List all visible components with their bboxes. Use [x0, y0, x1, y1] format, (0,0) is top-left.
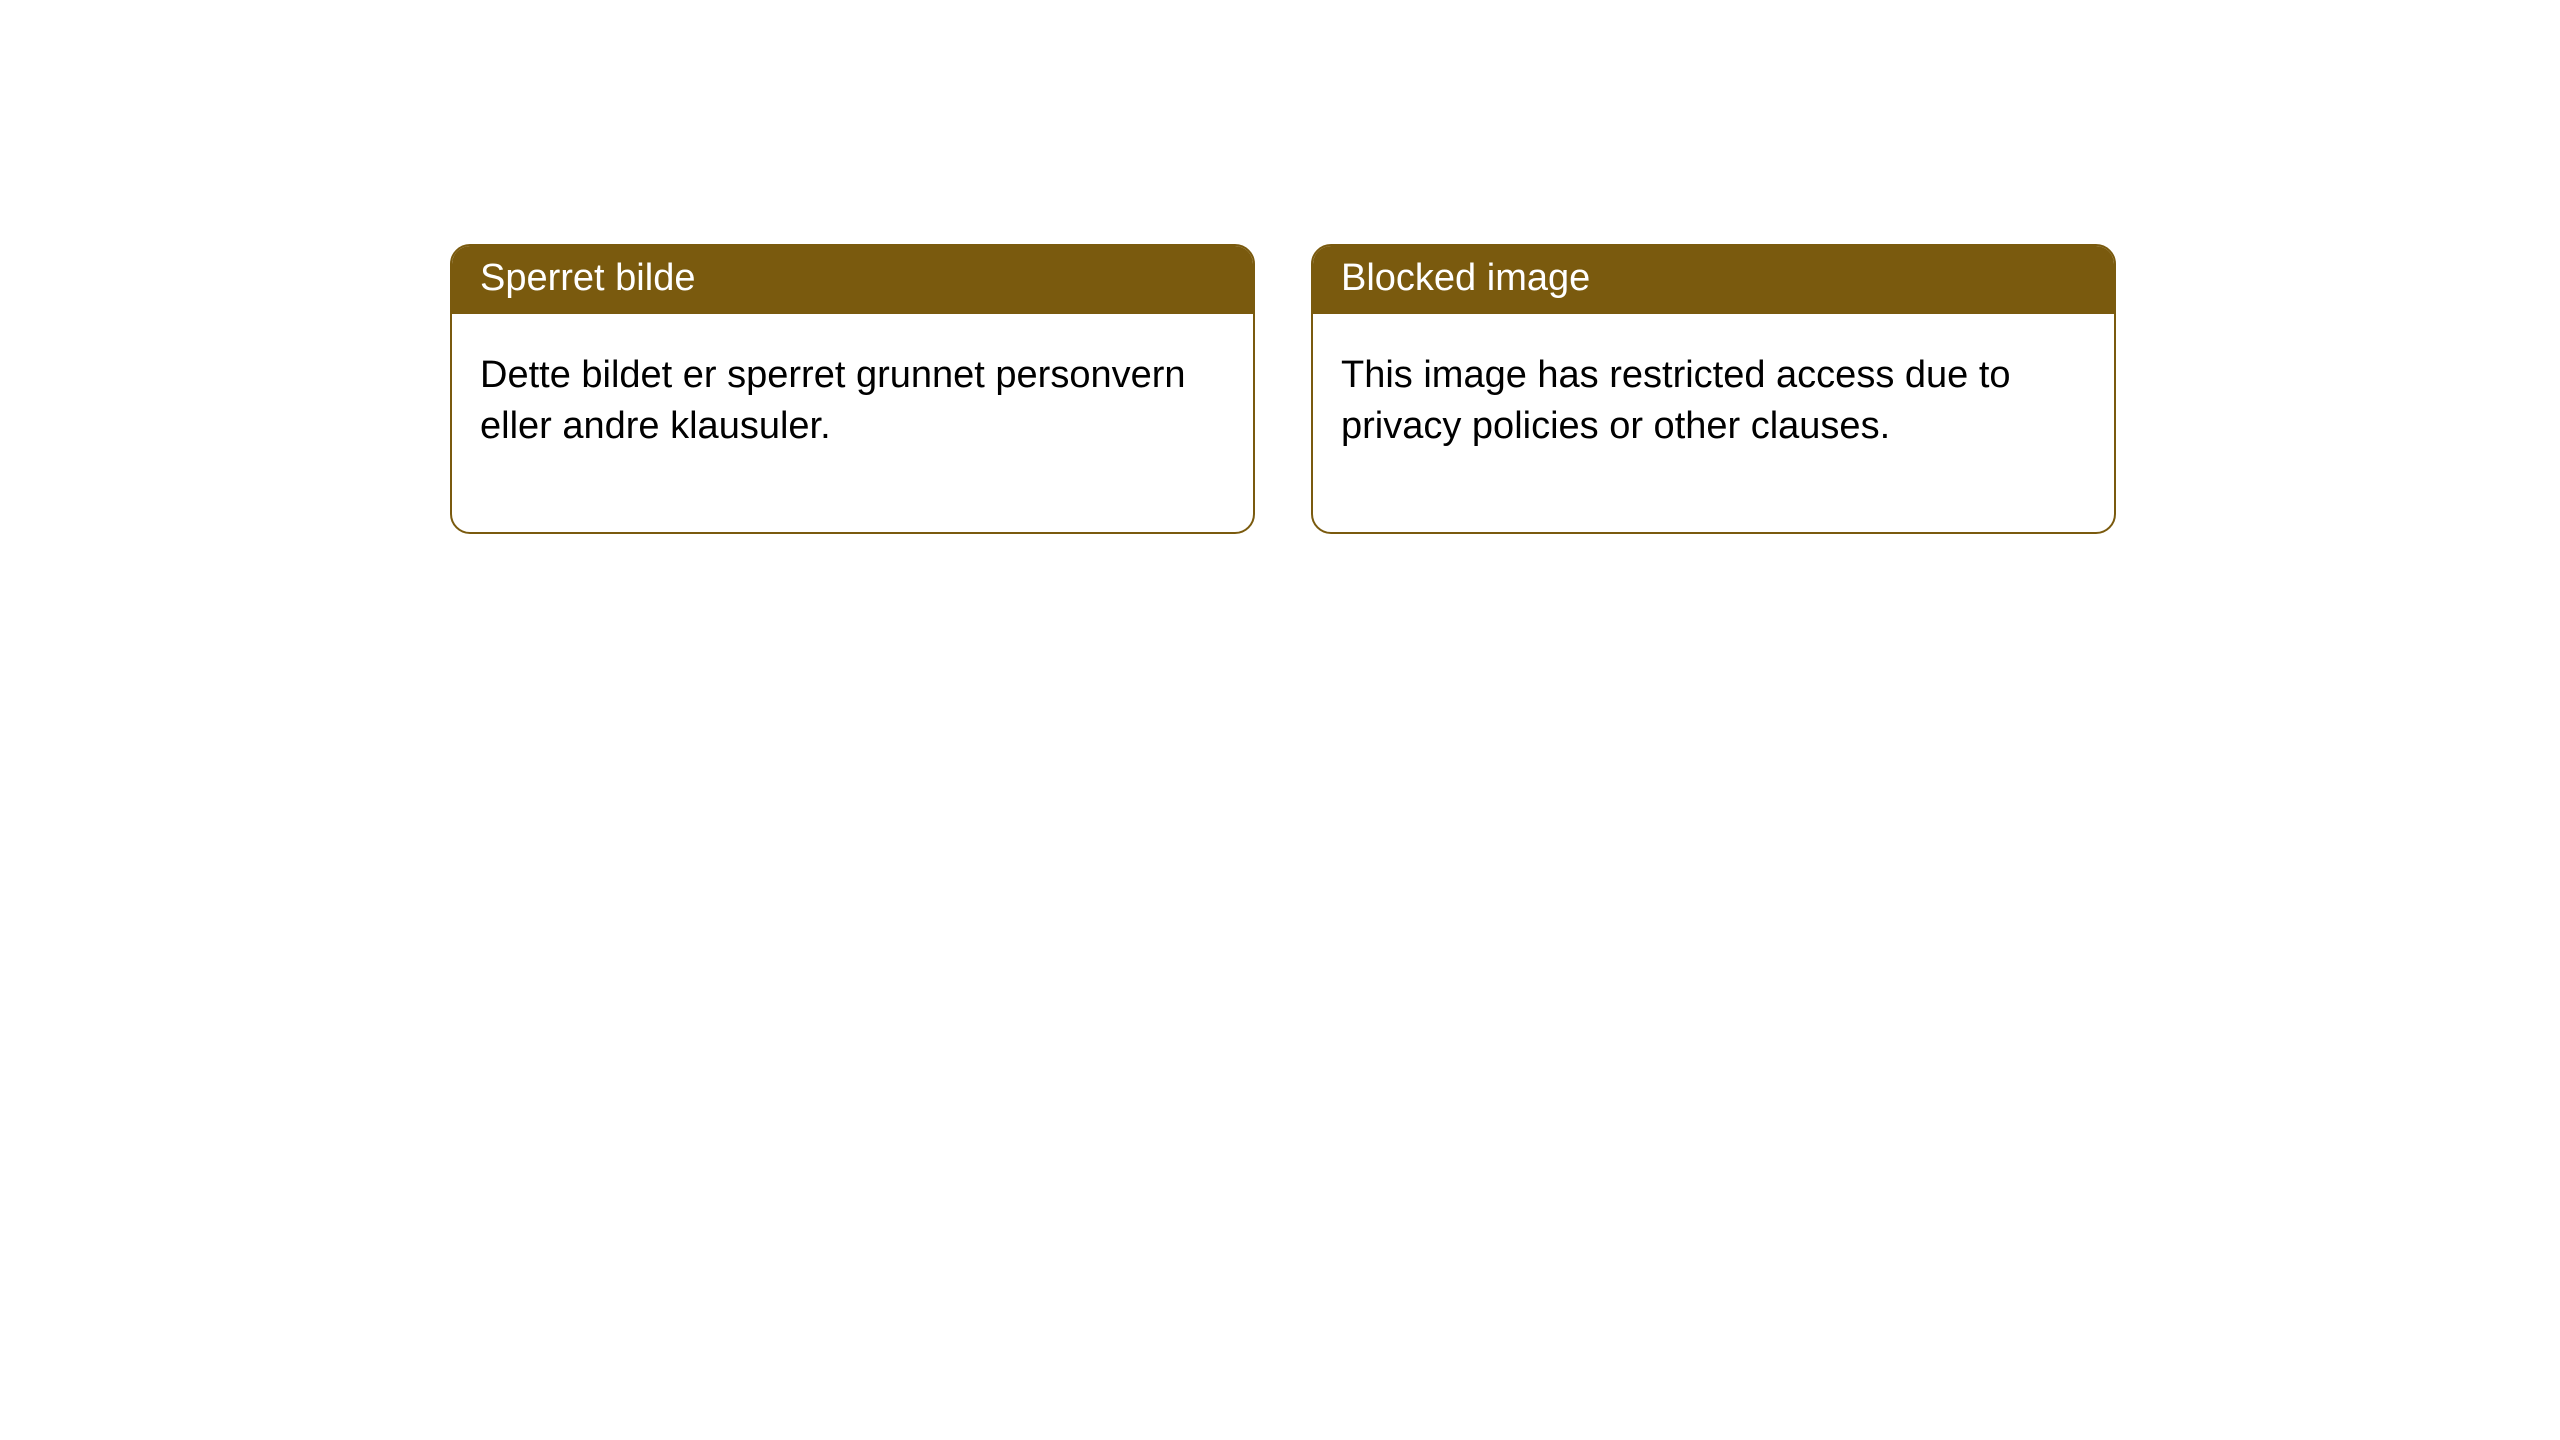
notice-card-english: Blocked image This image has restricted … — [1311, 244, 2116, 534]
notice-title-english: Blocked image — [1313, 246, 2114, 314]
notice-body-norwegian: Dette bildet er sperret grunnet personve… — [452, 314, 1253, 533]
notice-card-norwegian: Sperret bilde Dette bildet er sperret gr… — [450, 244, 1255, 534]
notice-container: Sperret bilde Dette bildet er sperret gr… — [0, 0, 2560, 534]
notice-title-norwegian: Sperret bilde — [452, 246, 1253, 314]
notice-body-english: This image has restricted access due to … — [1313, 314, 2114, 533]
